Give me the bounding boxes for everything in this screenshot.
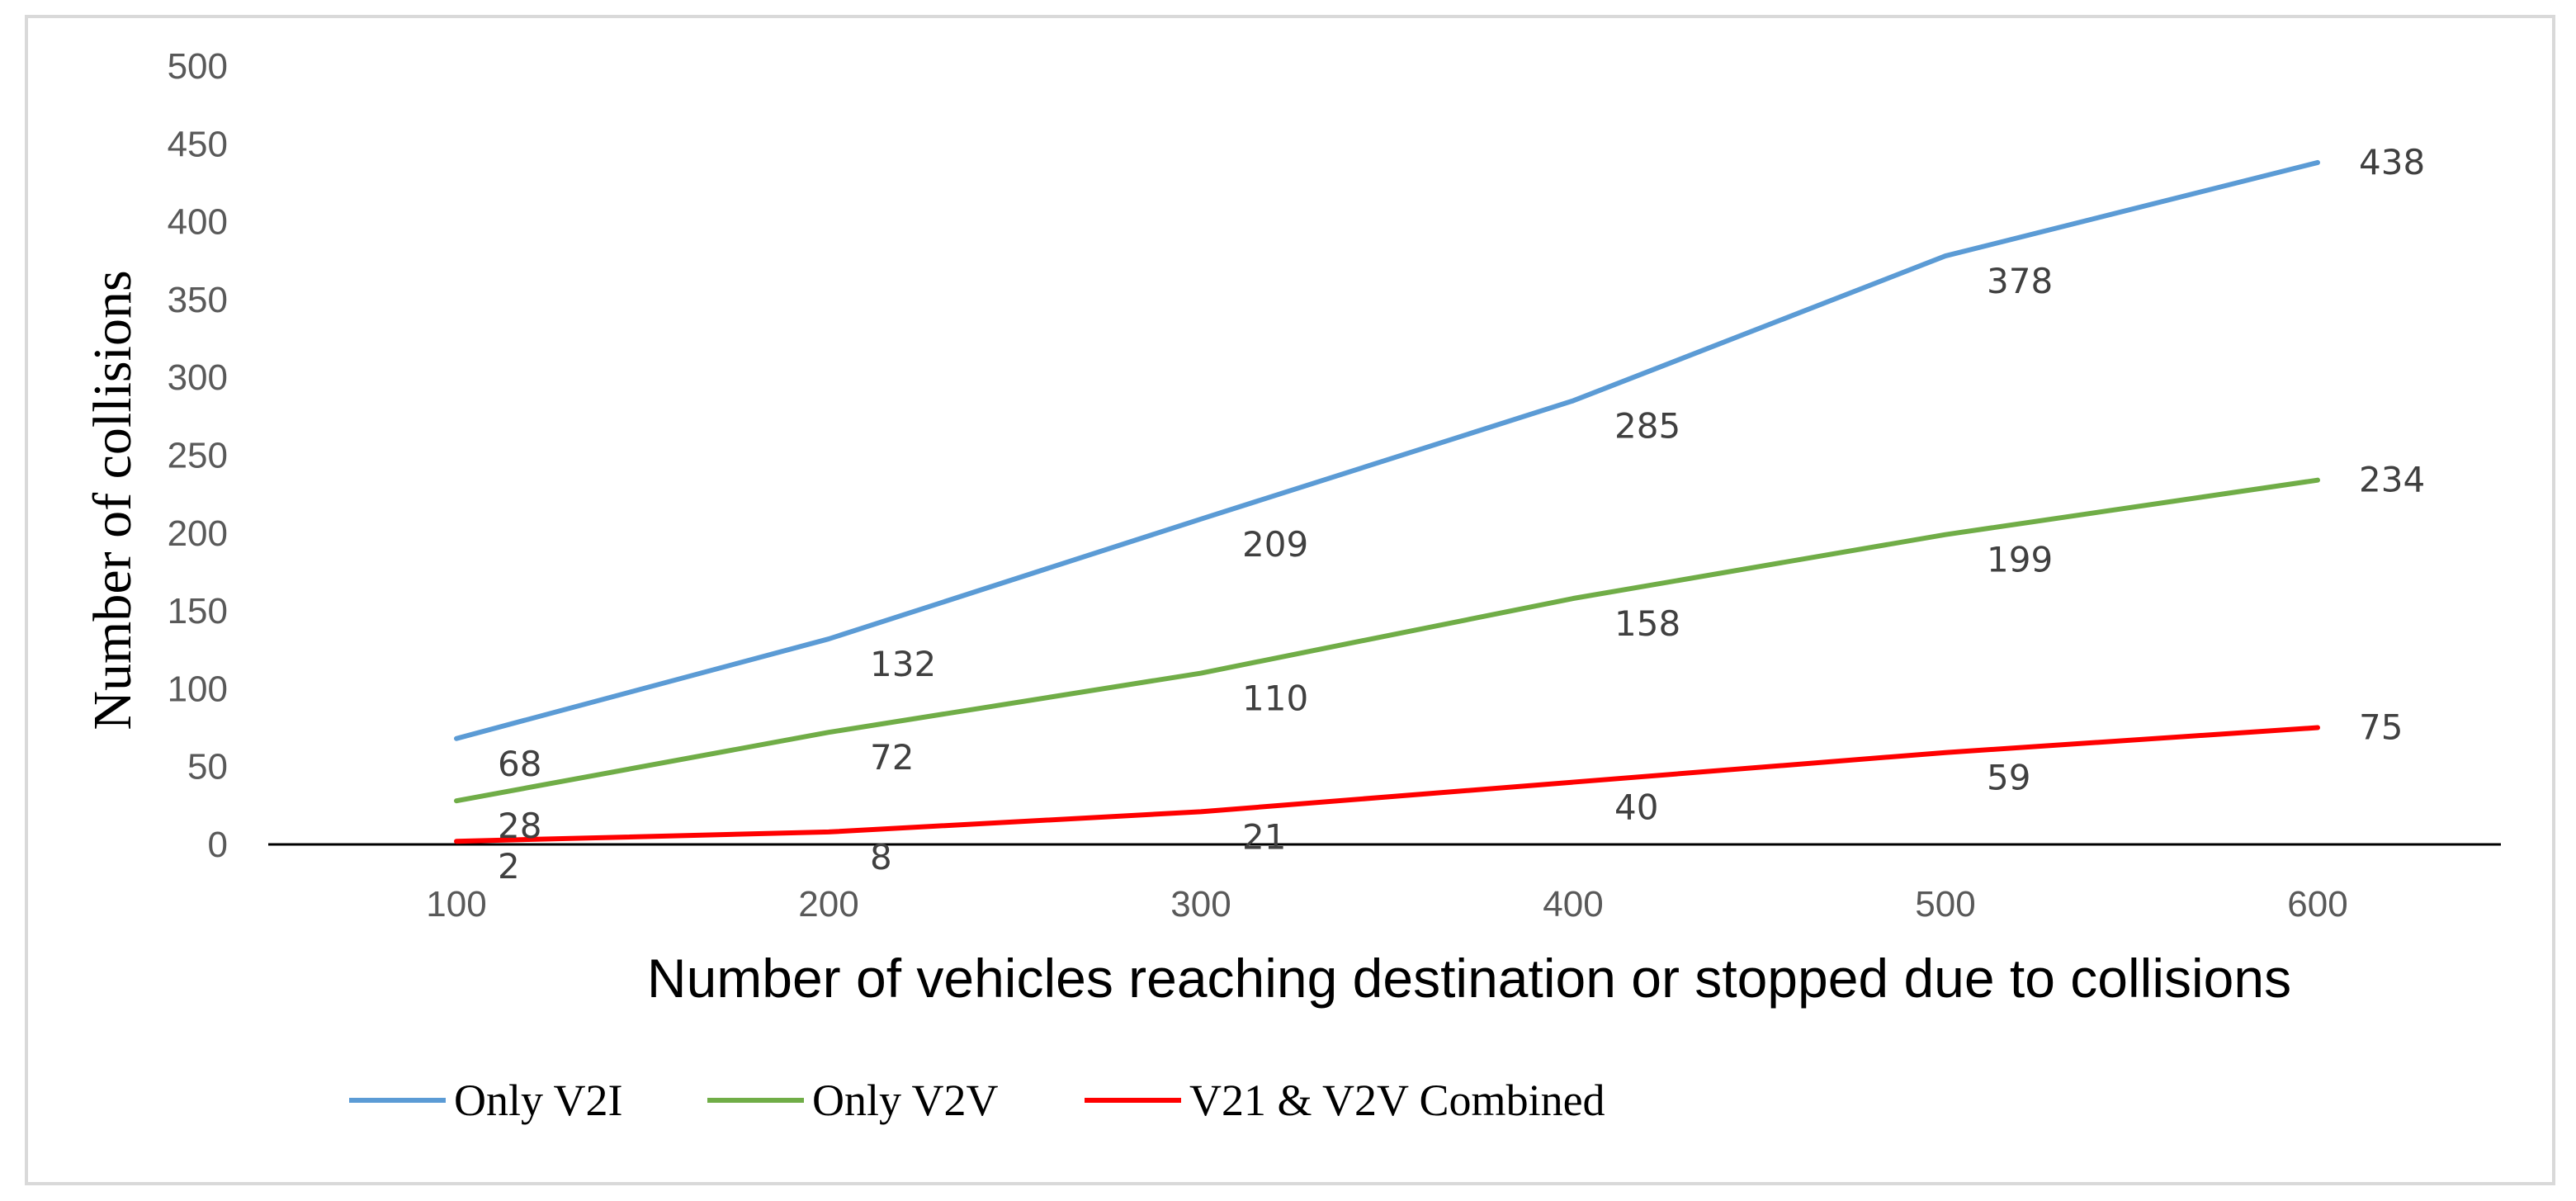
data-label: 378 bbox=[1987, 261, 2053, 301]
x-tick-label: 500 bbox=[1915, 884, 1975, 924]
y-tick-label: 50 bbox=[187, 747, 228, 787]
y-tick-label: 100 bbox=[168, 669, 228, 709]
legend-label: Only V2I bbox=[454, 1076, 623, 1125]
y-tick-label: 400 bbox=[168, 202, 228, 243]
data-label: 28 bbox=[498, 806, 541, 846]
data-label: 110 bbox=[1242, 679, 1308, 719]
data-label: 21 bbox=[1242, 816, 1286, 857]
legend-label: Only V2V bbox=[812, 1076, 999, 1125]
series-line-3 bbox=[454, 725, 2320, 844]
legend: Only V2I Only V2V V21 & V2V Combined bbox=[349, 1076, 1605, 1125]
data-label: 285 bbox=[1614, 405, 1680, 446]
data-label: 75 bbox=[2359, 707, 2403, 748]
data-label: 40 bbox=[1614, 787, 1658, 828]
y-tick-label: 150 bbox=[168, 591, 228, 631]
x-tick-label: 600 bbox=[2287, 884, 2347, 924]
series-line-2 bbox=[454, 477, 2320, 804]
series-line-1 bbox=[454, 159, 2320, 741]
data-label: 72 bbox=[870, 737, 914, 778]
data-label: 438 bbox=[2359, 142, 2425, 182]
data-label: 209 bbox=[1242, 524, 1308, 565]
series-lines bbox=[454, 159, 2320, 844]
data-label: 199 bbox=[1987, 540, 2053, 580]
data-label: 234 bbox=[2359, 460, 2425, 500]
data-label: 68 bbox=[498, 744, 541, 784]
y-tick-label: 200 bbox=[168, 513, 228, 554]
data-label: 2 bbox=[498, 846, 520, 887]
legend-label: V21 & V2V Combined bbox=[1189, 1076, 1605, 1125]
x-axis-title: Number of vehicles reaching destination … bbox=[647, 948, 2291, 1009]
y-tick-label: 350 bbox=[168, 280, 228, 320]
y-tick-label: 0 bbox=[208, 825, 228, 865]
x-tick-label: 200 bbox=[798, 884, 858, 924]
y-tick-label: 450 bbox=[168, 124, 228, 164]
y-tick-label: 300 bbox=[168, 357, 228, 398]
x-tick-label: 100 bbox=[426, 884, 486, 924]
x-axis-ticks: 100 200 300 400 500 600 bbox=[426, 884, 2347, 924]
x-tick-label: 400 bbox=[1543, 884, 1603, 924]
y-tick-label: 500 bbox=[168, 46, 228, 87]
data-label: 8 bbox=[870, 837, 892, 877]
data-label: 59 bbox=[1987, 758, 2030, 798]
data-label: 132 bbox=[870, 644, 936, 684]
y-tick-label: 250 bbox=[168, 436, 228, 476]
data-label: 158 bbox=[1614, 603, 1680, 644]
x-tick-label: 300 bbox=[1170, 884, 1231, 924]
y-axis-title: Number of collisions bbox=[83, 270, 143, 730]
y-axis-ticks: 0 50 100 150 200 250 300 350 400 450 500 bbox=[168, 46, 228, 865]
